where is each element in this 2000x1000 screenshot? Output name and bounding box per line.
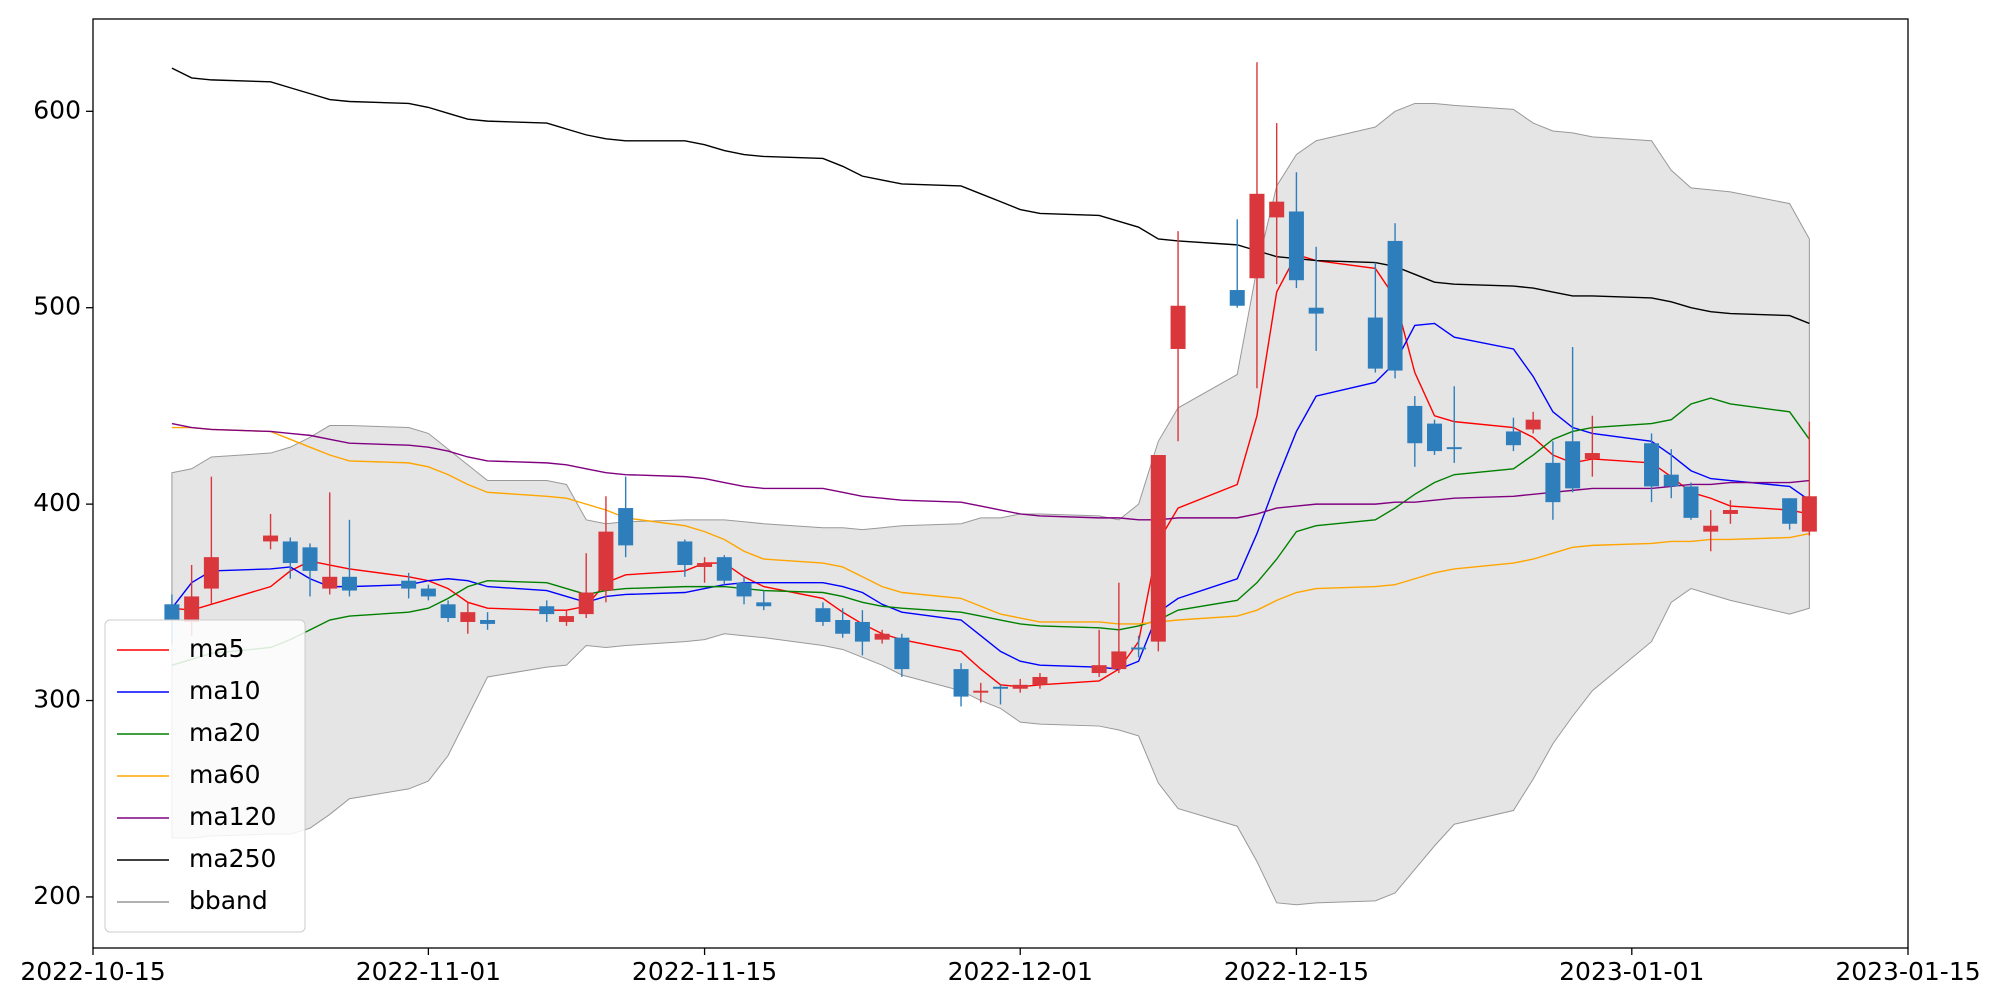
candle-body: [578, 592, 594, 615]
candle-body: [1722, 510, 1738, 514]
ma-line: [171, 253, 1810, 688]
candle-body: [1644, 443, 1660, 487]
candle-body: [894, 637, 910, 670]
candle-body: [953, 669, 969, 697]
candle-body: [1801, 496, 1817, 532]
candle-body: [835, 620, 851, 634]
candle-body: [1427, 423, 1443, 452]
candle-body: [282, 541, 298, 564]
candle-body: [1782, 498, 1798, 524]
candle-body: [1249, 193, 1265, 279]
candle-body: [598, 531, 614, 591]
candle-body: [539, 606, 555, 615]
bband-area: [171, 102, 1810, 906]
ma-line: [171, 422, 1810, 521]
candle-body: [697, 563, 713, 567]
ma-line: [171, 322, 1810, 670]
candle-body: [420, 588, 436, 597]
x-tick-label: 2022-11-01: [356, 957, 501, 986]
legend-label: ma10: [189, 676, 260, 705]
candle-body: [440, 604, 456, 619]
x-tick-label: 2022-11-15: [632, 957, 777, 986]
candle-body: [677, 541, 693, 566]
x-tick-label: 2023-01-15: [1835, 957, 1980, 986]
candle-body: [322, 576, 338, 589]
candle-body: [184, 596, 200, 622]
candle-body: [618, 508, 634, 546]
candle-body: [716, 557, 732, 581]
legend-label: ma60: [189, 760, 260, 789]
y-tick-label: 500: [33, 292, 81, 321]
y-tick-label: 200: [33, 881, 81, 910]
candle-body: [756, 602, 772, 607]
candle-body: [1407, 405, 1423, 444]
candle-body: [460, 612, 476, 622]
ma-line: [171, 397, 1810, 666]
candle-body: [1269, 201, 1285, 218]
candle-body: [874, 633, 890, 640]
candle-body: [1387, 240, 1403, 371]
candle-body: [854, 621, 870, 642]
candle-body: [263, 535, 279, 542]
y-tick-label: 400: [33, 488, 81, 517]
legend-label: ma20: [189, 718, 260, 747]
candle-body: [1446, 447, 1462, 450]
candle-body: [1032, 676, 1048, 685]
x-tick-label: 2023-01-01: [1559, 957, 1704, 986]
candle-body: [1525, 419, 1541, 430]
legend-box: [104, 619, 306, 933]
plot-frame: [92, 18, 1909, 949]
legend-label: ma250: [189, 844, 276, 873]
candle-body: [1288, 211, 1304, 281]
candle-body: [341, 576, 357, 591]
candle-body: [558, 616, 574, 622]
candle-body: [1565, 441, 1581, 489]
candle-body: [1170, 305, 1186, 349]
y-tick-label: 300: [33, 685, 81, 714]
x-tick-label: 2022-12-15: [1224, 957, 1369, 986]
candle-body: [1131, 647, 1147, 650]
candle-body: [736, 582, 752, 597]
legend-label: bband: [189, 886, 268, 915]
candle-body: [1229, 290, 1245, 306]
candle-body: [993, 686, 1008, 689]
candle-body: [1091, 665, 1107, 674]
x-tick-label: 2022-12-01: [948, 957, 1093, 986]
candle-body: [302, 547, 318, 571]
candle-body: [164, 604, 180, 621]
candle-body: [480, 620, 496, 624]
candle-body: [973, 690, 989, 693]
candle-body: [815, 608, 831, 622]
candle-body: [203, 557, 219, 589]
candle-body: [1012, 684, 1028, 689]
legend: ma5 ma10 ma20 ma60 ma120 ma250 bband: [104, 619, 306, 933]
candle-body: [1703, 525, 1719, 532]
candle-body: [1111, 651, 1127, 670]
candle-body: [1584, 453, 1600, 459]
candle-body: [1505, 431, 1521, 446]
candle-body: [1545, 462, 1561, 503]
candle-body: [1367, 317, 1383, 369]
ma-line: [171, 426, 1810, 625]
candle-body: [1683, 486, 1699, 518]
ma-line: [171, 67, 1810, 325]
candle-body: [1308, 307, 1324, 314]
legend-label: ma5: [189, 634, 245, 663]
candle-body: [1663, 474, 1679, 487]
legend-label: ma120: [189, 802, 276, 831]
candle-body: [401, 580, 417, 589]
y-tick-label: 600: [33, 95, 81, 124]
x-tick-label: 2022-10-15: [20, 957, 165, 986]
candle-body: [1150, 455, 1166, 642]
